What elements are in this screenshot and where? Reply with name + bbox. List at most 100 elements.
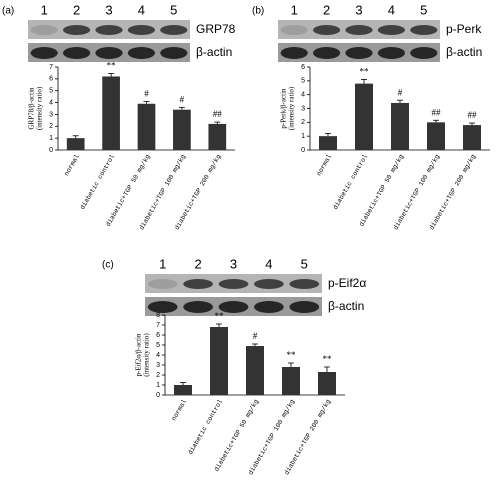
blot-band <box>345 25 373 35</box>
blot-band <box>62 47 91 59</box>
blot-band <box>254 279 284 289</box>
bar <box>208 123 227 150</box>
blot-band <box>95 47 123 59</box>
blot-band <box>280 25 308 35</box>
y-tick-label: 7 <box>49 64 53 71</box>
lane-number: 2 <box>194 256 201 271</box>
bar <box>173 109 191 150</box>
lane-number: 1 <box>291 2 298 17</box>
blot-band <box>183 279 213 289</box>
error-bar <box>216 323 222 327</box>
y-tick-label: 5 <box>156 342 160 349</box>
lane-number: 5 <box>301 256 308 271</box>
error-bar <box>180 382 186 385</box>
y-tick-label: 0 <box>49 147 53 154</box>
lane-number: 5 <box>420 2 427 17</box>
significance-label: ** <box>215 311 225 321</box>
blot-band <box>410 25 438 35</box>
error-bar <box>469 122 475 126</box>
x-tick-label: diabetic control <box>79 153 116 211</box>
bar <box>391 102 409 150</box>
blot-band <box>289 279 320 289</box>
significance-label: # <box>144 88 149 98</box>
lane-number: 5 <box>170 2 177 17</box>
panel-label: (b) <box>252 6 264 17</box>
y-tick-label: 1 <box>156 382 160 389</box>
panel-label: (a) <box>2 6 14 17</box>
blot-band <box>254 301 284 313</box>
y-tick-label: 0 <box>156 392 160 399</box>
bar <box>210 327 228 395</box>
blot-label: p-Perk <box>446 22 482 36</box>
y-tick-label: 7 <box>156 322 160 329</box>
blot-band <box>30 47 58 59</box>
significance-label: ** <box>287 350 297 360</box>
error-bar <box>108 73 115 77</box>
blot-band <box>218 301 249 313</box>
blot-band <box>218 279 249 289</box>
blot-band <box>160 47 188 59</box>
y-tick-label: 2 <box>301 119 305 126</box>
y-tick-label: 3 <box>49 111 53 118</box>
blot-label: p-Eif2α <box>328 276 366 290</box>
y-tick-label: 1 <box>301 133 305 140</box>
y-axis-label: p-Perk/β-actin <box>280 88 288 129</box>
error-bar <box>288 362 294 367</box>
bar <box>102 76 120 150</box>
blot-label: β-actin <box>446 45 482 59</box>
blot-band <box>147 301 178 313</box>
error-bar <box>178 106 185 110</box>
blot-label: β-actin <box>328 299 364 313</box>
y-tick-label: 6 <box>156 332 160 339</box>
error-bar <box>214 121 221 124</box>
bar <box>319 136 337 150</box>
blot-band <box>312 25 341 35</box>
y-tick-label: 2 <box>156 372 160 379</box>
y-axis-label: (intensity ratio) <box>36 86 44 130</box>
significance-label: ## <box>432 107 442 117</box>
blot-band <box>377 25 406 35</box>
bar <box>463 125 481 150</box>
x-tick-label: normal <box>63 153 81 177</box>
y-tick-label: 3 <box>156 362 160 369</box>
blot-band <box>289 301 320 313</box>
blot-label: β-actin <box>196 45 232 59</box>
lane-number: 2 <box>73 2 80 17</box>
blot-band <box>377 47 406 59</box>
blot-band <box>312 47 341 59</box>
blot-band <box>183 301 213 313</box>
significance-label: # <box>180 94 185 104</box>
y-axis-label: p-Eif2α/β-actin <box>135 333 143 376</box>
significance-label: # <box>398 87 403 97</box>
error-bar <box>325 132 331 137</box>
error-bar <box>397 99 403 103</box>
panel-label: (c) <box>102 260 114 271</box>
lane-number: 1 <box>41 2 48 17</box>
lane-number: 3 <box>230 256 237 271</box>
blot-band <box>410 47 438 59</box>
error-bar <box>72 135 79 139</box>
significance-label: ** <box>360 67 370 77</box>
error-bar <box>361 79 367 84</box>
y-tick-label: 0 <box>301 147 305 154</box>
lane-number: 3 <box>105 2 112 17</box>
y-tick-label: 4 <box>301 92 305 99</box>
blot-band <box>127 25 156 35</box>
y-axis-label: (intensity ratio) <box>288 86 296 130</box>
significance-label: ## <box>468 110 478 120</box>
x-tick-label: normal <box>315 153 333 177</box>
bar <box>137 103 156 150</box>
y-tick-label: 5 <box>301 78 305 85</box>
lane-number: 4 <box>265 256 272 271</box>
y-tick-label: 4 <box>156 352 160 359</box>
lane-number: 2 <box>323 2 330 17</box>
y-tick-label: 6 <box>301 64 305 71</box>
lane-number: 4 <box>388 2 395 17</box>
lane-number: 1 <box>159 256 166 271</box>
blot-band <box>95 25 123 35</box>
y-tick-label: 4 <box>49 99 53 106</box>
y-axis-label: GRP78/β-actin <box>28 87 36 130</box>
significance-label: ** <box>323 354 333 364</box>
y-tick-label: 3 <box>301 105 305 112</box>
